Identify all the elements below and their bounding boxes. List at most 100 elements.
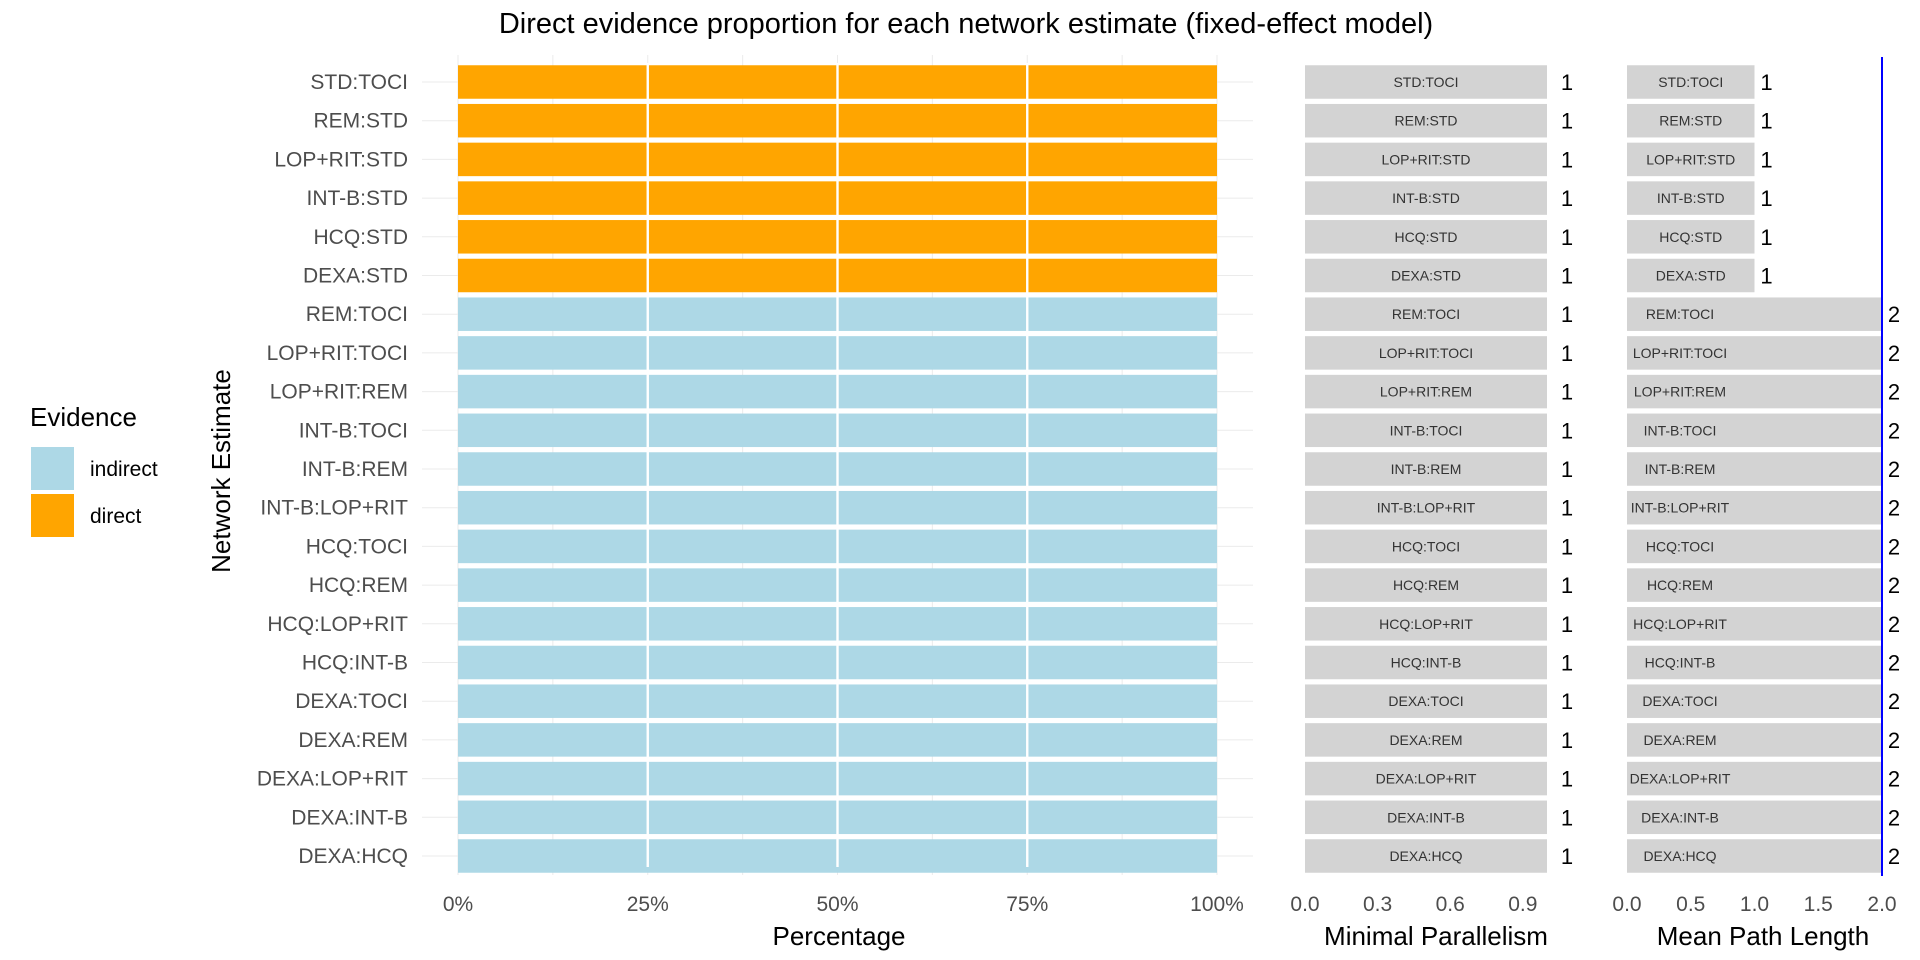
y-tick-label-rem-toci: REM:TOCI — [306, 303, 408, 326]
pathlength-bar-lop-rit-std — [1627, 142, 1755, 177]
y-tick-label-lop-rit-rem: LOP+RIT:REM — [270, 381, 408, 404]
pathlength-value-lop-rit-toci: 2 — [1888, 341, 1900, 366]
pathlength-bar-rem-toci — [1627, 297, 1882, 331]
pathlength-bar-label-std-toci: STD:TOCI — [1658, 74, 1723, 90]
y-tick-label-dexa-std: DEXA:STD — [303, 265, 408, 288]
parallelism-bar-int-b-std — [1305, 181, 1547, 215]
parallelism-bar-label-int-b-rem: INT-B:REM — [1391, 461, 1462, 477]
parallelism-bar-label-rem-toci: REM:TOCI — [1392, 306, 1460, 322]
parallelism-value-dexa-int-b: 1 — [1561, 805, 1573, 830]
parallelism-bar-label-dexa-hcq: DEXA:HCQ — [1389, 848, 1462, 864]
pathlength-bar-hcq-lop-rit — [1627, 607, 1882, 641]
parallelism-bar-label-dexa-std: DEXA:STD — [1391, 268, 1461, 284]
parallelism-value-int-b-toci: 1 — [1561, 418, 1573, 443]
parallelism-bar-int-b-lop-rit — [1305, 490, 1547, 525]
pathlength-value-lop-rit-std: 1 — [1760, 147, 1772, 172]
y-axis-title: Network Estimate — [206, 369, 236, 573]
parallelism-bar-lop-rit-rem — [1305, 374, 1547, 409]
y-tick-label-dexa-toci: DEXA:TOCI — [295, 690, 408, 713]
parallelism-bar-label-dexa-int-b: DEXA:INT-B — [1387, 809, 1465, 825]
parallelism-bar-label-hcq-int-b: HCQ:INT-B — [1391, 655, 1462, 671]
pathlength-value-int-b-std: 1 — [1760, 186, 1772, 211]
pathlength-value-int-b-rem: 2 — [1888, 457, 1900, 482]
parallelism-bar-lop-rit-toci — [1305, 336, 1547, 370]
pathlength-bar-label-lop-rit-std: LOP+RIT:STD — [1646, 151, 1735, 167]
parallelism-bar-label-int-b-lop-rit: INT-B:LOP+RIT — [1377, 500, 1476, 516]
pathlength-value-dexa-toci: 2 — [1888, 689, 1900, 714]
parallelism-value-dexa-lop-rit: 1 — [1561, 767, 1573, 792]
pathlength-bar-dexa-rem — [1627, 723, 1882, 757]
pathlength-value-dexa-int-b: 2 — [1888, 805, 1900, 830]
parallelism-bar-label-hcq-toci: HCQ:TOCI — [1392, 538, 1460, 554]
y-tick-label-lop-rit-toci: LOP+RIT:TOCI — [267, 342, 408, 365]
pathlength-bar-label-rem-std: REM:STD — [1659, 113, 1722, 129]
parallelism-value-int-b-std: 1 — [1561, 186, 1573, 211]
pathlength-value-hcq-lop-rit: 2 — [1888, 612, 1900, 637]
y-tick-label-hcq-toci: HCQ:TOCI — [306, 535, 408, 558]
pathlength-value-int-b-toci: 2 — [1888, 418, 1900, 443]
parallelism-axis-title: Minimal Parallelism — [1324, 921, 1548, 951]
parallelism-bar-label-hcq-rem: HCQ:REM — [1393, 577, 1459, 593]
pathlength-bar-label-hcq-rem: HCQ:REM — [1647, 577, 1713, 593]
parallelism-bar-rem-std — [1305, 103, 1547, 138]
y-tick-label-rem-std: REM:STD — [314, 110, 409, 133]
pathlength-x-tick-labels: 0.0 0.5 1.0 1.5 2.0 — [1612, 893, 1896, 916]
y-tick-label-dexa-hcq: DEXA:HCQ — [298, 845, 408, 868]
x-tick-label: 2.0 — [1867, 893, 1896, 916]
legend: Evidence indirect direct — [30, 402, 158, 537]
x-tick-label: 0.9 — [1508, 893, 1537, 916]
pathlength-bar-label-hcq-std: HCQ:STD — [1659, 229, 1722, 245]
parallelism-bar-hcq-std — [1305, 220, 1547, 254]
legend-label-indirect: indirect — [90, 458, 158, 481]
pathlength-value-lop-rit-rem: 2 — [1888, 380, 1900, 405]
parallelism-bar-label-int-b-toci: INT-B:TOCI — [1390, 422, 1463, 438]
parallelism-bar-lop-rit-std — [1305, 142, 1547, 177]
pathlength-panel-labels: STD:TOCI 1 REM:STD 1 LOP+RIT:STD 1 INT-B:STD 1 H… — [1630, 70, 1901, 869]
y-tick-label-hcq-int-b: HCQ:INT-B — [302, 652, 408, 675]
pathlength-bar-hcq-toci — [1627, 529, 1882, 564]
pathlength-value-hcq-std: 1 — [1760, 225, 1772, 250]
x-tick-label: 1.0 — [1740, 893, 1769, 916]
x-tick-label: 50% — [816, 893, 858, 916]
legend-label-direct: direct — [90, 505, 142, 528]
parallelism-bar-label-hcq-std: HCQ:STD — [1395, 229, 1458, 245]
parallelism-bar-dexa-toci — [1305, 684, 1547, 718]
pathlength-bar-label-int-b-toci: INT-B:TOCI — [1644, 422, 1717, 438]
pathlength-bar-int-b-lop-rit — [1627, 490, 1882, 525]
y-tick-label-dexa-rem: DEXA:REM — [298, 729, 408, 752]
parallelism-bar-hcq-toci — [1305, 529, 1547, 564]
pathlength-bar-label-rem-toci: REM:TOCI — [1646, 306, 1714, 322]
pathlength-value-int-b-lop-rit: 2 — [1888, 496, 1900, 521]
pathlength-bar-label-lop-rit-rem: LOP+RIT:REM — [1634, 384, 1726, 400]
parallelism-bar-dexa-rem — [1305, 723, 1547, 757]
pathlength-bar-label-dexa-hcq: DEXA:HCQ — [1643, 848, 1716, 864]
parallelism-value-rem-std: 1 — [1561, 109, 1573, 134]
y-tick-label-int-b-std: INT-B:STD — [306, 187, 408, 210]
pathlength-bar-label-dexa-toci: DEXA:TOCI — [1642, 693, 1717, 709]
pathlength-bar-dexa-hcq — [1627, 839, 1882, 873]
parallelism-value-int-b-lop-rit: 1 — [1561, 496, 1573, 521]
y-tick-label-hcq-std: HCQ:STD — [314, 226, 409, 249]
x-axis-title: Percentage — [773, 921, 906, 951]
parallelism-value-std-toci: 1 — [1561, 70, 1573, 95]
parallelism-bar-label-rem-std: REM:STD — [1395, 113, 1458, 129]
pathlength-bar-dexa-int-b — [1627, 800, 1882, 835]
pathlength-bar-label-dexa-lop-rit: DEXA:LOP+RIT — [1630, 771, 1731, 787]
pathlength-bar-int-b-rem — [1627, 452, 1882, 486]
pathlength-bar-dexa-std — [1627, 258, 1755, 293]
x-tick-label: 0.6 — [1436, 893, 1465, 916]
pathlength-value-rem-std: 1 — [1760, 109, 1772, 134]
x-tick-label: 25% — [627, 893, 669, 916]
pathlength-bar-int-b-std — [1627, 181, 1755, 215]
y-tick-label-lop-rit-std: LOP+RIT:STD — [274, 148, 408, 171]
y-tick-label-int-b-rem: INT-B:REM — [302, 458, 408, 481]
x-tick-label: 1.5 — [1804, 893, 1833, 916]
y-tick-label-int-b-lop-rit: INT-B:LOP+RIT — [260, 497, 408, 520]
pathlength-value-hcq-toci: 2 — [1888, 534, 1900, 559]
y-tick-label-dexa-int-b: DEXA:INT-B — [291, 806, 408, 829]
y-tick-label-std-toci: STD:TOCI — [310, 71, 408, 94]
x-tick-label: 0.3 — [1363, 893, 1392, 916]
pathlength-value-hcq-rem: 2 — [1888, 573, 1900, 598]
parallelism-bar-label-dexa-toci: DEXA:TOCI — [1388, 693, 1463, 709]
